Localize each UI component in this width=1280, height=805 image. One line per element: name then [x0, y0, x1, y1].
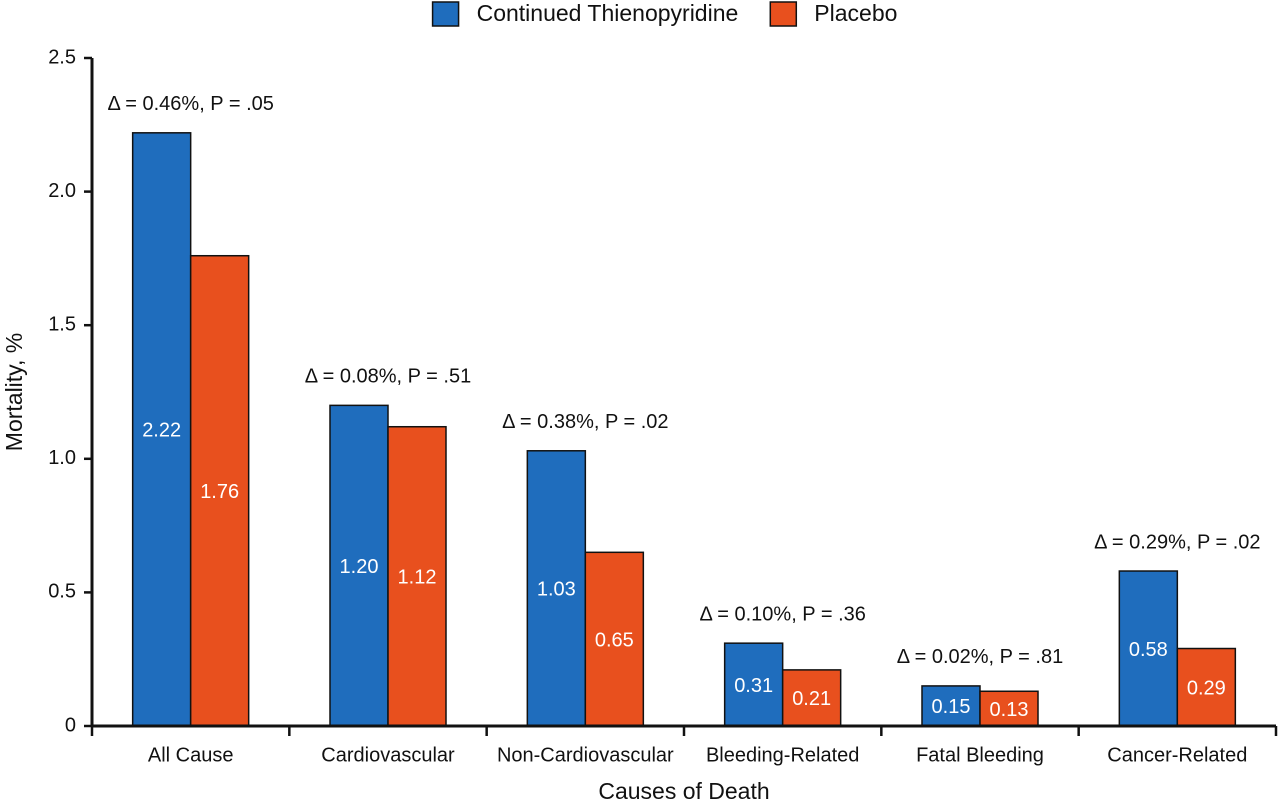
value-label: 0.58	[1129, 639, 1168, 661]
value-label: 0.13	[990, 699, 1029, 721]
y-tick-label: 1.0	[48, 447, 76, 469]
y-tick-label: 2.0	[48, 180, 76, 202]
annotation: Δ = 0.08%, P = .51	[305, 366, 471, 388]
x-axis-label: Causes of Death	[598, 778, 769, 804]
value-label: 0.21	[792, 688, 831, 710]
bar	[921, 685, 981, 727]
annotation: Δ = 0.29%, P = .02	[1094, 531, 1260, 553]
x-tick-label: Non-Cardiovascular	[497, 744, 674, 766]
x-tick-label: All Cause	[148, 744, 234, 766]
y-tick-label: 2.5	[48, 46, 76, 68]
y-tick-label: 0.5	[48, 581, 76, 603]
y-axis-label: Mortality, %	[1, 333, 27, 451]
legend-label: Placebo	[814, 0, 897, 26]
bar	[329, 404, 389, 727]
y-tick-label: 1.5	[48, 313, 76, 335]
value-label: 1.20	[340, 556, 379, 578]
x-tick-label: Cancer-Related	[1107, 744, 1247, 766]
annotation: Δ = 0.10%, P = .36	[699, 603, 865, 625]
x-tick-label: Cardiovascular	[321, 744, 455, 766]
legend-label: Continued Thienopyridine	[477, 0, 739, 26]
value-label: 1.03	[537, 579, 576, 601]
bar	[781, 669, 842, 727]
bar	[131, 132, 192, 727]
bar	[1118, 570, 1179, 727]
bar	[723, 642, 784, 727]
y-tick-label: 0	[65, 714, 76, 736]
legend: Continued Thienopyridine Placebo	[431, 0, 897, 27]
annotation: Δ = 0.02%, P = .81	[897, 646, 1063, 668]
value-label: 0.65	[595, 629, 634, 651]
bar	[526, 450, 587, 727]
annotation: Δ = 0.38%, P = .02	[502, 411, 668, 433]
x-tick-label: Bleeding-Related	[706, 744, 859, 766]
value-label: 1.12	[398, 567, 437, 589]
value-label: 0.15	[932, 696, 971, 718]
value-label: 0.31	[734, 675, 773, 697]
value-label: 1.76	[200, 481, 239, 503]
value-label: 2.22	[142, 420, 181, 442]
value-label: 0.29	[1187, 678, 1226, 700]
legend-swatch	[769, 1, 798, 27]
legend-swatch	[431, 1, 460, 27]
annotation: Δ = 0.46%, P = .05	[107, 93, 273, 115]
x-tick-label: Fatal Bleeding	[916, 744, 1044, 766]
